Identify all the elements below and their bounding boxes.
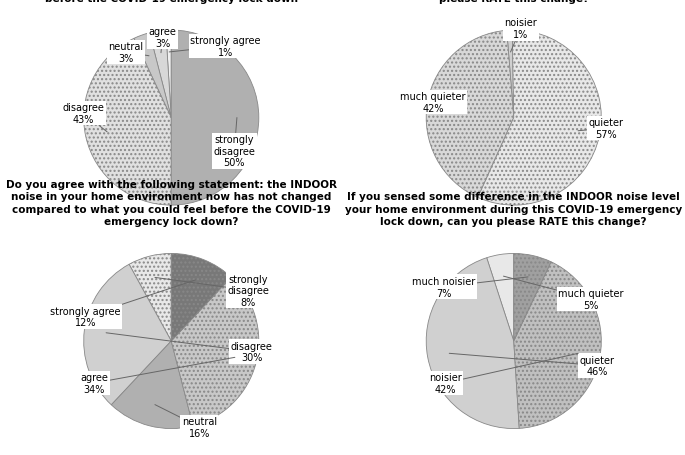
Wedge shape xyxy=(134,34,171,118)
Wedge shape xyxy=(84,265,171,405)
Text: neutral
3%: neutral 3% xyxy=(108,42,149,64)
Text: much quieter
5%: much quieter 5% xyxy=(503,277,623,310)
Text: quieter
57%: quieter 57% xyxy=(578,118,623,140)
Wedge shape xyxy=(426,258,519,429)
Text: agree
3%: agree 3% xyxy=(149,27,177,54)
Text: strongly agree
1%: strongly agree 1% xyxy=(169,36,261,57)
Text: strongly agree
12%: strongly agree 12% xyxy=(50,280,195,328)
Text: strongly
disagree
8%: strongly disagree 8% xyxy=(155,274,269,307)
Title: If you sensed some difference in the URBAN noise level
during this COVID-19 emer: If you sensed some difference in the URB… xyxy=(350,0,677,4)
Title: Do you agree with the following statement: URBAN noise
now has not changed compa: Do you agree with the following statemen… xyxy=(3,0,340,4)
Text: strongly
disagree
50%: strongly disagree 50% xyxy=(213,118,256,168)
Wedge shape xyxy=(84,39,171,206)
Text: agree
34%: agree 34% xyxy=(80,358,235,394)
Wedge shape xyxy=(487,254,514,341)
Text: neutral
16%: neutral 16% xyxy=(155,404,217,438)
Wedge shape xyxy=(514,254,551,341)
Text: much quieter
42%: much quieter 42% xyxy=(401,92,466,113)
Text: disagree
43%: disagree 43% xyxy=(63,103,107,132)
Wedge shape xyxy=(478,31,601,206)
Title: Do you agree with the following statement: the INDOOR
noise in your home environ: Do you agree with the following statemen… xyxy=(5,179,337,227)
Text: quieter
46%: quieter 46% xyxy=(449,354,614,376)
Wedge shape xyxy=(112,341,193,429)
Text: noisier
42%: noisier 42% xyxy=(429,354,578,394)
Wedge shape xyxy=(171,254,231,341)
Wedge shape xyxy=(149,31,171,118)
Text: disagree
30%: disagree 30% xyxy=(106,333,273,363)
Text: noisier
1%: noisier 1% xyxy=(504,18,537,53)
Title: If you sensed some difference in the INDOOR noise level
your home environment du: If you sensed some difference in the IND… xyxy=(345,192,682,227)
Wedge shape xyxy=(514,262,601,429)
Wedge shape xyxy=(507,31,514,118)
Wedge shape xyxy=(426,31,514,198)
Text: much noisier
7%: much noisier 7% xyxy=(412,276,528,298)
Wedge shape xyxy=(171,278,259,426)
Wedge shape xyxy=(166,31,171,118)
Wedge shape xyxy=(129,254,171,341)
Wedge shape xyxy=(171,31,259,206)
